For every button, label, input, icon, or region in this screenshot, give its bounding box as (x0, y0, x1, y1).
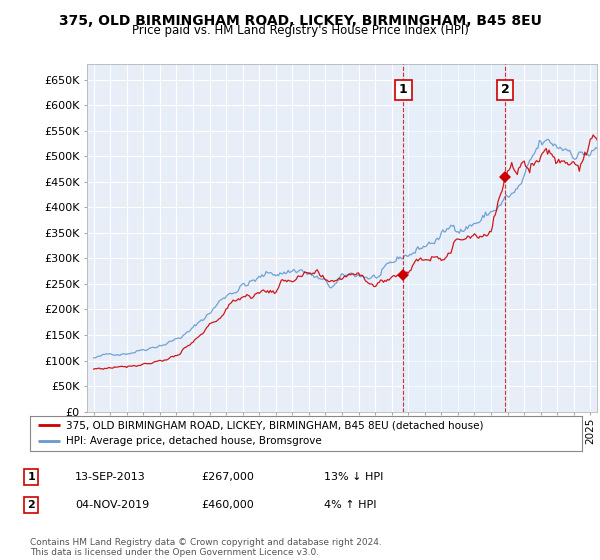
Text: 13-SEP-2013: 13-SEP-2013 (75, 472, 146, 482)
Text: £460,000: £460,000 (201, 500, 254, 510)
Text: 375, OLD BIRMINGHAM ROAD, LICKEY, BIRMINGHAM, B45 8EU: 375, OLD BIRMINGHAM ROAD, LICKEY, BIRMIN… (59, 14, 541, 28)
Text: 375, OLD BIRMINGHAM ROAD, LICKEY, BIRMINGHAM, B45 8EU (detached house): 375, OLD BIRMINGHAM ROAD, LICKEY, BIRMIN… (66, 420, 484, 430)
Bar (403, 64, 505, 412)
Text: Contains HM Land Registry data © Crown copyright and database right 2024.
This d: Contains HM Land Registry data © Crown c… (30, 538, 382, 557)
Text: 04-NOV-2019: 04-NOV-2019 (75, 500, 149, 510)
Text: 4% ↑ HPI: 4% ↑ HPI (324, 500, 377, 510)
Text: 1: 1 (28, 472, 35, 482)
Text: 2: 2 (500, 83, 509, 96)
Text: 13% ↓ HPI: 13% ↓ HPI (324, 472, 383, 482)
Text: 2: 2 (28, 500, 35, 510)
Text: £267,000: £267,000 (201, 472, 254, 482)
Text: HPI: Average price, detached house, Bromsgrove: HPI: Average price, detached house, Brom… (66, 436, 322, 446)
Text: Price paid vs. HM Land Registry's House Price Index (HPI): Price paid vs. HM Land Registry's House … (131, 24, 469, 37)
Text: 1: 1 (399, 83, 408, 96)
